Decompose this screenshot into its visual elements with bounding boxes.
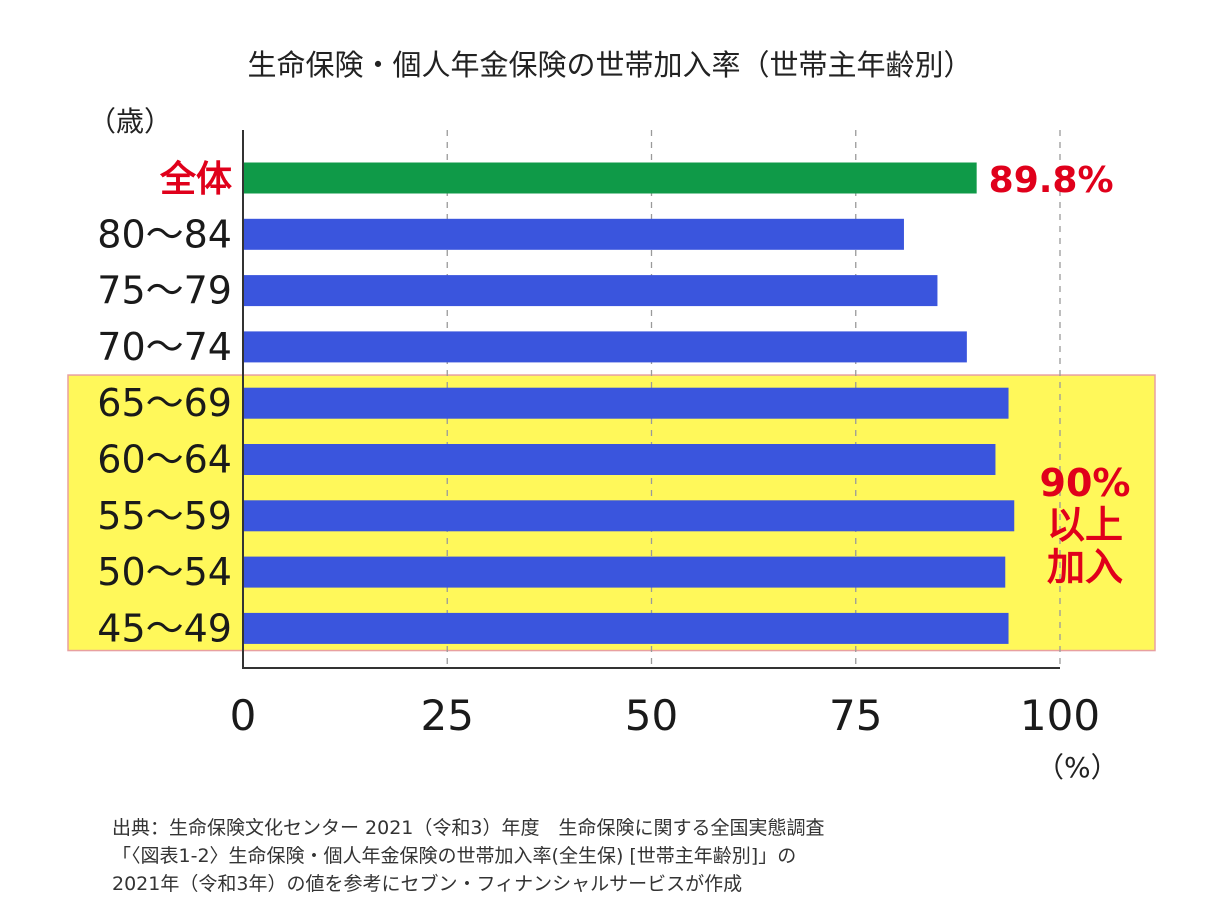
source-line-1: 出典：生命保険文化センター 2021（令和3）年度 生命保険に関する全国実態調査: [112, 817, 825, 839]
highlight-callout: 90% 以上 加入: [1020, 462, 1150, 588]
category-label: 45〜49: [97, 606, 232, 650]
x-axis-unit-label: （%）: [1036, 751, 1119, 784]
category-label: 75〜79: [97, 269, 232, 313]
bar-80〜84: [243, 218, 904, 250]
bar-55〜59: [243, 500, 1015, 532]
category-label: 65〜69: [97, 381, 232, 425]
category-label: 70〜74: [97, 325, 232, 369]
bar-total: [243, 162, 977, 194]
x-tick-label: 100: [1020, 691, 1100, 740]
bar-65〜69: [243, 387, 1009, 419]
x-tick-label: 50: [625, 691, 678, 740]
bar-chart: 全体 80〜84 75〜79 70〜74 65〜69 60〜64 55〜59 50〜54 45〜…: [67, 130, 1156, 740]
bar-60〜64: [243, 444, 996, 475]
bar-70〜74: [243, 331, 967, 363]
category-label: 55〜59: [97, 494, 232, 538]
callout-line-1: 90%: [1039, 461, 1131, 505]
x-tick-label: 25: [421, 691, 474, 740]
chart-title: 生命保険・個人年金保険の世帯加入率（世帯主年齢別）: [247, 48, 973, 82]
x-tick-label: 0: [230, 691, 257, 740]
source-line-3: 2021年（令和3年）の値を参考にセブン・フィナンシャルサービスが作成: [112, 873, 743, 895]
total-value-label: 89.8%: [989, 160, 1114, 201]
callout-line-3: 加入: [1046, 545, 1123, 589]
source-note: 出典：生命保険文化センター 2021（令和3）年度 生命保険に関する全国実態調査…: [112, 814, 824, 898]
callout-line-2: 以上: [1046, 503, 1123, 547]
x-tick-label: 75: [829, 691, 882, 740]
category-label: 80〜84: [97, 212, 232, 256]
category-label-total: 全体: [159, 158, 232, 200]
bar-45〜49: [243, 612, 1009, 644]
y-axis-unit-label: （歳）: [88, 105, 173, 138]
category-label: 60〜64: [97, 438, 232, 482]
category-label: 50〜54: [97, 550, 232, 594]
bar-50〜54: [243, 556, 1006, 588]
bar-75〜79: [243, 275, 938, 307]
source-line-2: 「〈図表1-2〉生命保険・個人年金保険の世帯加入率(全生保) [世帯主年齢別]」…: [112, 845, 797, 867]
